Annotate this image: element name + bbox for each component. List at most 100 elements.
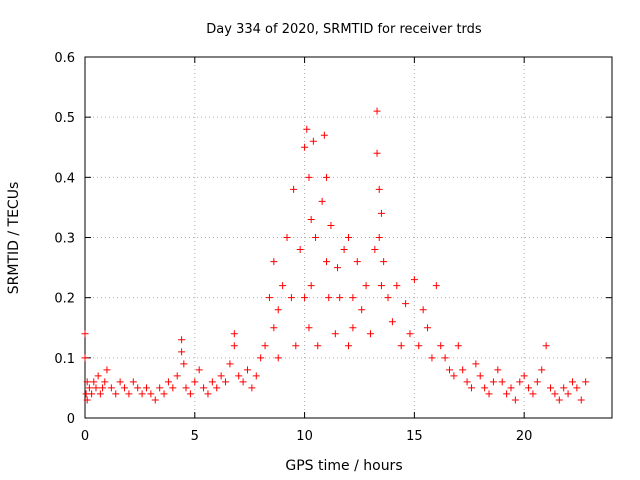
y-tick-label: 0 (67, 412, 75, 427)
data-point (375, 185, 383, 193)
data-point (489, 378, 497, 386)
data-point (454, 342, 462, 350)
data-point (568, 378, 576, 386)
y-tick-label: 0.3 (54, 232, 75, 247)
data-point (503, 390, 511, 398)
data-point (90, 378, 98, 386)
data-point (200, 384, 208, 392)
data-point (142, 384, 150, 392)
data-point (511, 396, 519, 404)
data-point (538, 366, 546, 374)
axis-ticks: 0 0.1 0.2 0.3 0.4 0.5 0.6 0 5 10 15 20 (54, 51, 612, 444)
data-point (446, 366, 454, 374)
data-point (345, 234, 352, 241)
data-point (230, 330, 238, 338)
data-point (147, 390, 155, 398)
data-point (340, 246, 348, 254)
data-point (467, 384, 475, 392)
data-point (301, 143, 309, 151)
data-point (349, 294, 357, 302)
data-point (582, 378, 590, 386)
data-point (83, 396, 91, 404)
data-point (248, 384, 256, 392)
data-point (334, 264, 342, 272)
data-point (366, 330, 374, 338)
data-point (320, 131, 328, 139)
data-point (507, 384, 515, 392)
data-point (432, 282, 440, 290)
data-point (542, 342, 550, 350)
chart-title: Day 334 of 2020, SRMTID for receiver trd… (206, 22, 482, 37)
data-point (428, 354, 436, 362)
data-point (533, 378, 541, 386)
data-point (573, 384, 581, 392)
data-point (265, 294, 273, 302)
data-point (362, 282, 370, 290)
data-point (415, 342, 423, 350)
data-point (371, 246, 379, 254)
data-point (85, 384, 93, 392)
data-point (103, 366, 111, 374)
x-tick-label: 20 (516, 429, 533, 444)
data-point (92, 384, 100, 392)
data-point (424, 324, 432, 332)
data-point (164, 378, 172, 386)
grid (85, 57, 612, 418)
data-point (235, 372, 243, 380)
data-point (301, 294, 309, 302)
data-point (498, 378, 506, 386)
data-point (287, 294, 295, 302)
data-point (261, 342, 269, 350)
data-point (121, 384, 129, 392)
y-tick-label: 0.1 (54, 352, 75, 367)
data-point (160, 390, 168, 398)
data-point (252, 372, 260, 380)
data-point (555, 396, 563, 404)
data-point (134, 384, 142, 392)
data-point (173, 372, 181, 380)
data-point (239, 378, 247, 386)
data-point (485, 390, 493, 398)
y-tick-label: 0.5 (54, 111, 75, 126)
data-point (406, 330, 414, 338)
data-point (178, 348, 186, 356)
data-point (323, 258, 331, 266)
y-tick-label: 0.2 (54, 292, 75, 307)
data-point (459, 366, 467, 374)
data-point (270, 258, 278, 266)
data-point (191, 378, 199, 386)
data-point (463, 378, 471, 386)
data-point (178, 336, 186, 344)
data-point (296, 246, 304, 254)
data-point (305, 324, 313, 332)
data-point (81, 330, 89, 338)
data-point (94, 372, 102, 380)
data-point (151, 396, 159, 404)
data-point (208, 378, 216, 386)
data-point (345, 342, 352, 350)
data-point (257, 354, 265, 362)
data-point (384, 294, 392, 302)
data-point (419, 306, 427, 314)
data-point (402, 300, 410, 308)
data-point (222, 378, 230, 386)
data-point (437, 342, 445, 350)
data-point (274, 306, 282, 314)
data-point (325, 294, 333, 302)
data-point (107, 384, 115, 392)
data-point (226, 360, 234, 368)
data-point (243, 366, 251, 374)
y-axis-label: SRMTID / TECUs (6, 182, 22, 295)
data-point (186, 390, 194, 398)
data-point (373, 107, 381, 115)
data-point (349, 324, 357, 332)
x-tick-label: 5 (191, 429, 199, 444)
data-point (180, 360, 188, 368)
data-point (516, 378, 524, 386)
data-point (204, 390, 212, 398)
data-point (388, 318, 396, 326)
data-point (96, 390, 104, 398)
data-point (472, 360, 480, 368)
data-point (375, 234, 383, 241)
data-point (305, 173, 313, 181)
